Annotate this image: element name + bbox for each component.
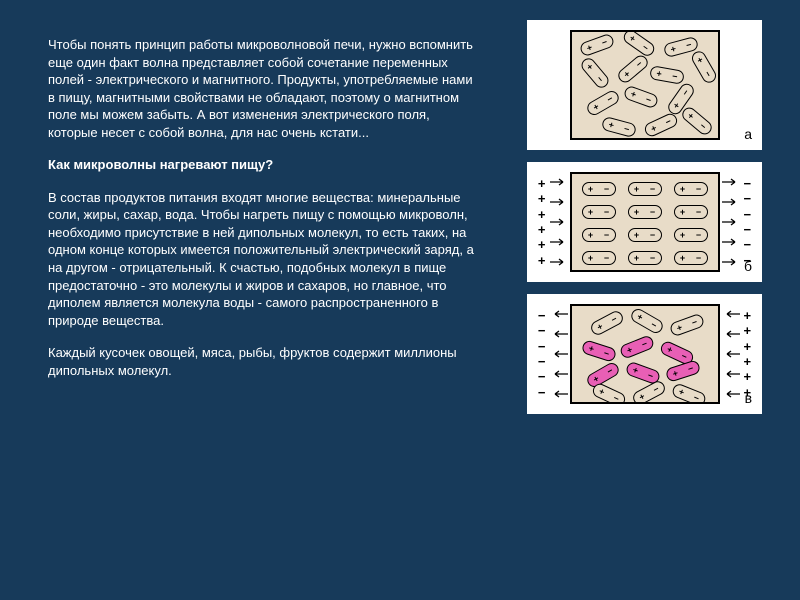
arrow-left-icon [550,350,568,358]
dipole-icon: +− [584,88,620,117]
diagram-b: ++++++ +− +− +− +− +− +− +− +− +− +− +− +− −−−−−− б [527,162,762,282]
dipole-icon: +− [670,382,707,404]
arrow-right-icon [722,198,740,206]
dipole-icon: +− [622,85,659,110]
arrow-right-icon [550,198,568,206]
dipole-icon: +− [582,182,616,196]
dipole-icon: +− [600,116,636,138]
diagram-c-field: −−−−−− +−+−+−+−+−+−+−+−+−+−+−+− ++++++ [536,304,753,404]
dipole-icon: +− [628,205,662,219]
dipole-icon: +− [628,251,662,265]
diagram-b-field: ++++++ +− +− +− +− +− +− +− +− +− +− +− +− −−−−−− [536,172,753,272]
arrow-left-icon [722,350,740,358]
arrow-left-icon [722,330,740,338]
dipole-icon: +− [582,228,616,242]
text-content: Чтобы понять принцип работы микроволново… [48,36,478,394]
dipole-icon: +− [628,228,662,242]
arrows-left [548,304,570,404]
dipole-icon: +− [674,228,708,242]
diagram-b-box: +− +− +− +− +− +− +− +− +− +− +− +− [570,172,720,272]
arrow-right-icon [550,258,568,266]
arrow-left-icon [550,310,568,318]
dipole-icon: +− [580,339,617,363]
diagram-a: +−+−+−+−+−+−+−+−+−+−+−+−+− а [527,20,762,150]
dipole-icon: +− [588,309,625,337]
diagram-c-label: в [745,390,752,406]
arrow-left-icon [550,330,568,338]
arrow-right-icon [550,218,568,226]
arrow-left-icon [722,390,740,398]
dipole-icon: +− [664,359,701,383]
arrows-left [548,172,570,272]
dipole-icon: +− [689,49,718,85]
dipole-icon: +− [674,251,708,265]
arrow-right-icon [722,238,740,246]
dipole-icon: +− [674,205,708,219]
arrow-right-icon [550,238,568,246]
dipole-icon: +− [582,251,616,265]
dipole-icon: +− [674,182,708,196]
arrow-left-icon [722,310,740,318]
arrow-right-icon [550,178,568,186]
dipole-icon: +− [615,53,650,86]
dipole-icon: +− [679,105,714,138]
plate-right: ++++++ [742,304,754,404]
dipole-icon: +− [582,205,616,219]
plate-left: −−−−−− [536,304,548,404]
arrows-right [720,172,742,272]
plate-right: −−−−−− [742,172,754,272]
arrow-left-icon [550,390,568,398]
dipole-icon: +− [621,30,657,58]
arrows-right [720,304,742,404]
diagram-c-box: +−+−+−+−+−+−+−+−+−+−+−+− [570,304,720,404]
diagram-c: −−−−−− +−+−+−+−+−+−+−+−+−+−+−+− ++++++ в [527,294,762,414]
paragraph-1: Чтобы понять принцип работы микроволново… [48,36,478,141]
arrow-right-icon [722,258,740,266]
dipole-icon: +− [618,334,655,360]
dipole-icon: +− [668,313,705,338]
diagram-a-label: а [744,126,752,142]
arrow-right-icon [722,218,740,226]
dipole-icon: +− [578,33,615,58]
dipole-icon: +− [642,111,679,138]
dipole-icon: +− [649,65,685,85]
paragraph-2: В состав продуктов питания входят многие… [48,189,478,329]
diagram-b-label: б [744,258,752,274]
arrow-left-icon [722,370,740,378]
heading-question: Как микроволны нагревают пищу? [48,156,478,174]
diagram-a-box: +−+−+−+−+−+−+−+−+−+−+−+−+− [570,30,720,140]
plate-left: ++++++ [536,172,548,272]
dipole-icon: +− [628,306,664,335]
dipole-icon: +− [628,182,662,196]
dipole-icon: +− [578,55,611,90]
arrow-right-icon [722,178,740,186]
dipole-icon: +− [590,381,627,404]
diagrams-column: +−+−+−+−+−+−+−+−+−+−+−+−+− а ++++++ +−+−… [527,20,762,414]
arrow-left-icon [550,370,568,378]
paragraph-3: Каждый кусочек овощей, мяса, рыбы, фрукт… [48,344,478,379]
